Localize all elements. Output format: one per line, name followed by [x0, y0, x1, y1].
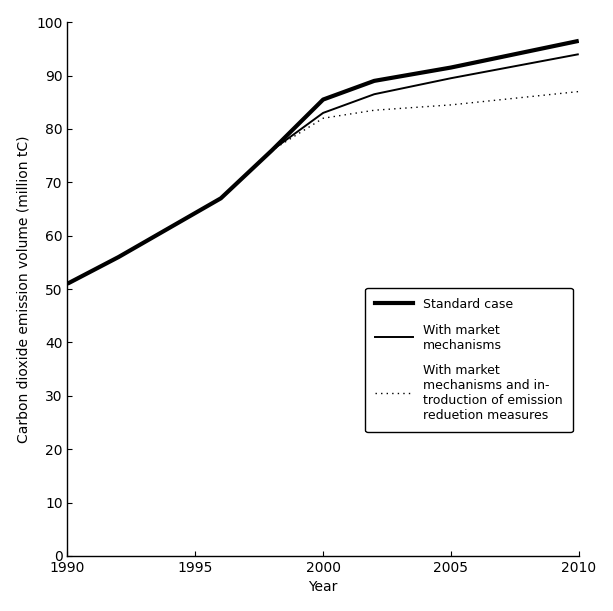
- Y-axis label: Carbon dioxide emission volume (million tC): Carbon dioxide emission volume (million …: [17, 135, 31, 443]
- X-axis label: Year: Year: [308, 580, 338, 595]
- Legend: Standard case, With market
mechanisms, With market
mechanisms and in-
troduction: Standard case, With market mechanisms, W…: [365, 288, 573, 432]
